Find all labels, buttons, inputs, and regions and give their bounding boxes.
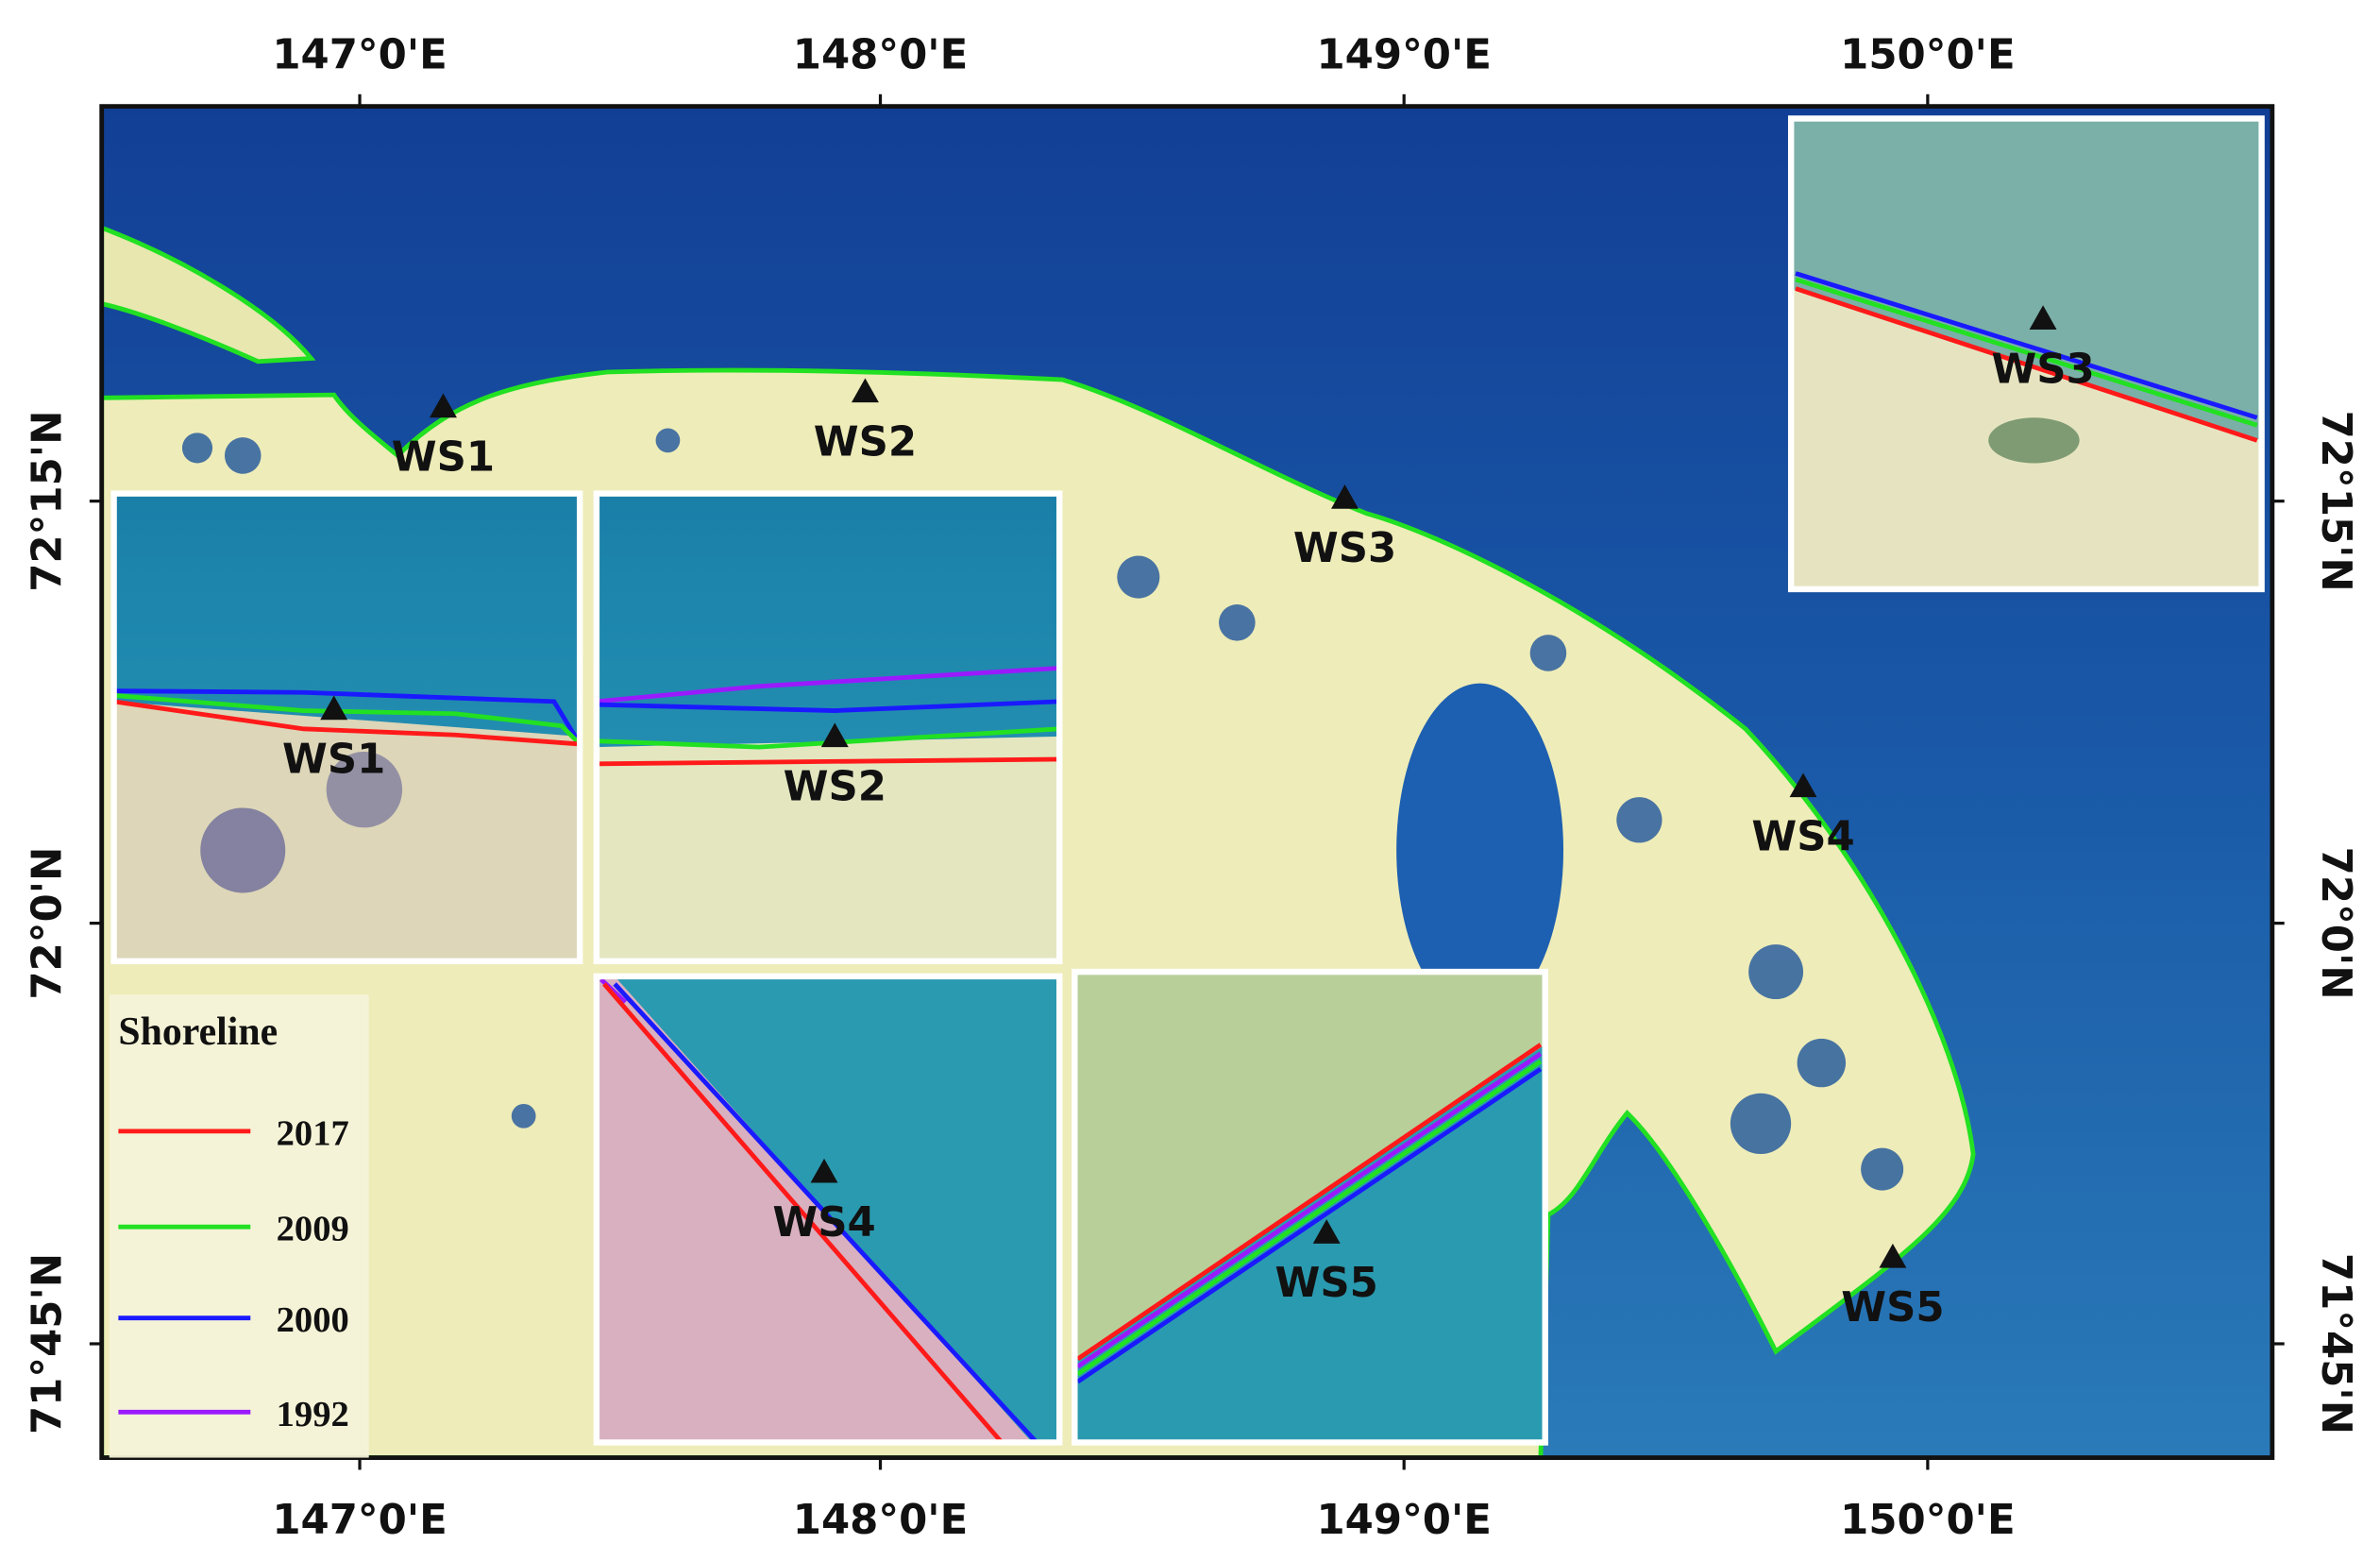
legend-label: 2000 (277, 1300, 349, 1340)
shoreline (1795, 277, 2258, 428)
legend-label: 2017 (277, 1113, 349, 1153)
shoreline (613, 982, 1038, 1445)
lat-label-left: 72°0'N (24, 847, 71, 1000)
inset-station-label: WS4 (772, 1199, 875, 1247)
station-marker (810, 1158, 838, 1183)
graticule-labels: 147°0'E 147°0'E 148°0'E 148°0'E 149°0'E 149°0… (24, 31, 2359, 1544)
shoreline (1076, 1059, 1543, 1377)
lon-label-top: 150°0'E (1840, 31, 2015, 78)
shoreline (602, 982, 1004, 1445)
station-marker (1879, 1243, 1907, 1268)
shoreline (1795, 286, 2258, 443)
shoreline (113, 688, 582, 746)
shoreline (1076, 1066, 1543, 1384)
lon-label-top: 148°0'E (793, 31, 968, 78)
legend-label: 1992 (277, 1395, 349, 1434)
lagoon (1396, 683, 1564, 1018)
station-marker (320, 695, 348, 721)
shoreline (596, 726, 1060, 750)
lat-label-right: 71°45'N (2312, 1253, 2359, 1434)
lat-label-right: 72°15'N (2312, 411, 2359, 592)
inset-ws3 (1787, 115, 2265, 593)
lon-label-bottom: 150°0'E (1840, 1497, 2015, 1544)
station-label: WS3 (1293, 525, 1396, 572)
lon-label-bottom: 149°0'E (1316, 1497, 1491, 1544)
shoreline (596, 699, 1060, 713)
inset-station-label: WS5 (1275, 1260, 1378, 1307)
lon-label-bottom: 147°0'E (272, 1497, 447, 1544)
station-label: WS5 (1841, 1284, 1944, 1332)
station-marker (820, 722, 849, 748)
shoreline (113, 693, 582, 746)
station-label: WS1 (392, 434, 495, 482)
insets (110, 115, 2265, 1446)
station-marker (2029, 305, 2057, 330)
lon-label-top: 147°0'E (272, 31, 447, 78)
station-marker (1789, 772, 1817, 798)
lat-label-right: 72°0'N (2312, 847, 2359, 1000)
shoreline (113, 699, 581, 747)
station-marker (1331, 484, 1359, 509)
legend-title: Shoreline (118, 1010, 278, 1054)
ticks (89, 93, 2285, 1470)
shoreline (1795, 271, 2258, 420)
lat-label-left: 72°15'N (24, 411, 71, 592)
shoreline (1076, 1043, 1543, 1362)
lat-label-left: 71°45'N (24, 1253, 71, 1434)
lon-label-bottom: 148°0'E (793, 1497, 968, 1544)
lakes (181, 428, 1904, 1191)
station-marker (430, 393, 457, 418)
spit (101, 225, 316, 365)
lon-label-top: 149°0'E (1316, 31, 1491, 78)
station-marker (1312, 1219, 1341, 1244)
inset-ws4 (593, 973, 1063, 1446)
shoreline (1076, 1051, 1543, 1369)
map-frame (99, 104, 2275, 1460)
shoreline (596, 756, 1060, 767)
station-label: WS4 (1751, 813, 1854, 860)
shoreline (596, 666, 1060, 704)
inset-ws1 (110, 490, 583, 965)
inset-station-label: WS3 (1991, 346, 2094, 393)
inset-station-label: WS2 (784, 763, 886, 810)
inset-ws5 (1072, 968, 1548, 1446)
stations: WS1 WS2 WS3 WS4 WS5 WS1 WS2 WS3 WS4 WS5 (282, 305, 2095, 1332)
station-marker (851, 378, 879, 403)
legend: Shoreline 2017 2009 2000 1992 (109, 994, 369, 1458)
legend-label: 2009 (277, 1210, 349, 1249)
station-label: WS2 (814, 418, 917, 466)
inset-ws2 (593, 490, 1063, 965)
inset-station-label: WS1 (282, 736, 385, 783)
